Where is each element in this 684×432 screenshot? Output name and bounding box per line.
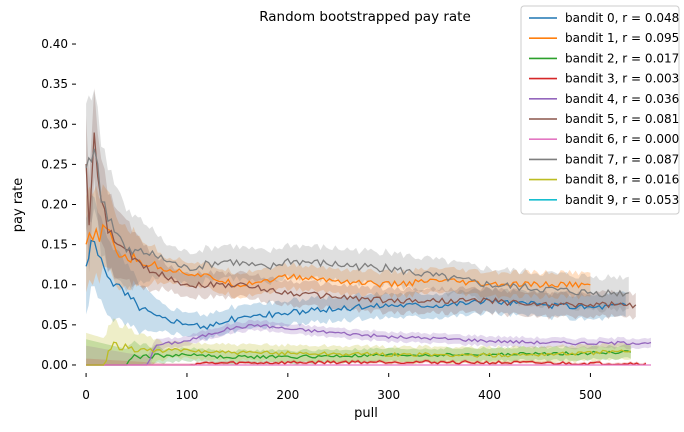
legend-entry: bandit 5, r = 0.081 [565, 112, 679, 126]
x-tick-label: 400 [478, 388, 501, 402]
band-5 [86, 88, 636, 320]
legend: bandit 0, r = 0.048 bandit 1, r = 0.095 ba… [520, 5, 680, 215]
y-tick-label: 0.00 [41, 358, 68, 372]
series-line-8 [86, 341, 631, 366]
y-tick-label: 0.20 [41, 198, 68, 212]
legend-entry: bandit 1, r = 0.095 [565, 31, 679, 45]
band-4 [86, 319, 652, 365]
band-1 [86, 184, 591, 300]
y-tick-label: 0.15 [41, 238, 68, 252]
legend-entry: bandit 7, r = 0.087 [565, 152, 679, 166]
series-line-5 [85, 132, 637, 309]
y-tick-label: 0.10 [41, 278, 68, 292]
y-tick-label: 0.30 [41, 117, 68, 131]
x-axis: 0 100 200 300 400 500 [82, 373, 602, 402]
legend-box [520, 5, 680, 215]
legend-entry: bandit 9, r = 0.053 [565, 193, 679, 207]
y-axis-label: pay rate [11, 178, 26, 232]
series-line-4 [86, 323, 652, 366]
band-8 [86, 318, 631, 365]
x-axis-label: pull [354, 406, 378, 421]
series-line-2 [86, 350, 632, 366]
x-tick-label: 0 [82, 388, 90, 402]
x-tick-label: 300 [377, 388, 400, 402]
x-tick-label: 100 [176, 388, 199, 402]
series-lines [85, 132, 652, 366]
series-line-7 [85, 148, 629, 298]
y-tick-label: 0.40 [41, 37, 68, 51]
y-tick-label: 0.25 [41, 157, 68, 171]
legend-entry: bandit 3, r = 0.003 [565, 72, 679, 86]
legend-entry: bandit 0, r = 0.048 [565, 11, 679, 25]
y-tick-label: 0.05 [41, 318, 68, 332]
series-line-1 [85, 223, 591, 289]
x-tick-label: 500 [579, 388, 602, 402]
y-tick-label: 0.35 [41, 77, 68, 91]
series-line-0 [85, 239, 626, 330]
x-tick-label: 200 [276, 388, 299, 402]
chart-title: Random bootstrapped pay rate [259, 9, 471, 25]
band-7 [86, 89, 629, 313]
legend-entry: bandit 6, r = 0.000 [565, 132, 679, 146]
y-axis: 0.00 0.05 0.10 0.15 0.20 0.25 0.30 0.35 0.40 [41, 37, 76, 372]
legend-entry: bandit 8, r = 0.016 [565, 173, 679, 187]
legend-entry: bandit 2, r = 0.017 [565, 51, 679, 65]
legend-entry: bandit 4, r = 0.036 [565, 92, 679, 106]
band-0 [86, 194, 626, 341]
